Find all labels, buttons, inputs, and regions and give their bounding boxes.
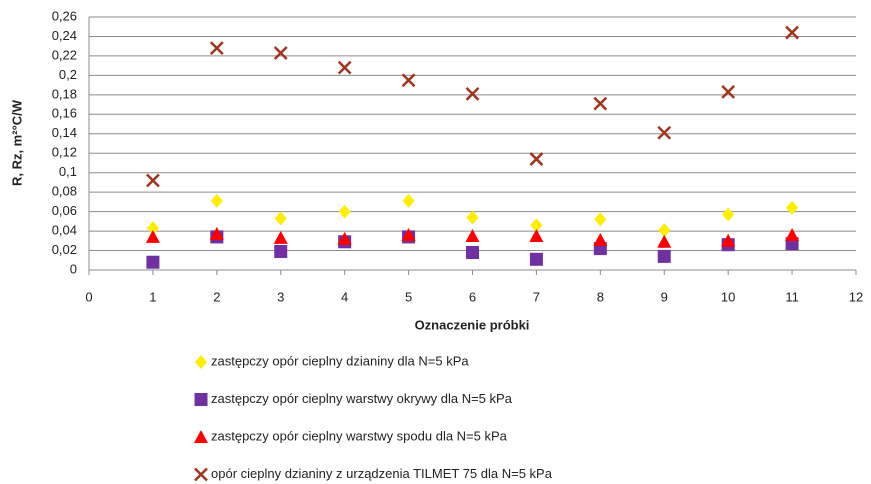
point [210,193,223,208]
point [465,86,480,101]
point [593,96,608,111]
x-tick-label: 10 [721,289,735,304]
point [721,233,736,247]
x-tick-label: 7 [533,289,540,304]
y-tick-label: 0,02 [52,242,77,257]
y-tick-label: 0,26 [52,8,77,23]
point [786,200,799,215]
point [209,226,224,240]
y-tick-label: 0,16 [52,106,77,121]
point [338,204,351,219]
y-tick-label: 0,18 [52,86,77,101]
x-axis-title: Oznaczenie próbki [415,317,530,332]
x-tick-label: 5 [405,289,412,304]
point [722,207,735,222]
point [273,230,288,244]
point [785,227,800,241]
y-tick-label: 0,04 [52,223,77,238]
y-tick-label: 0,06 [52,203,77,218]
legend-label: zastępczy opór cieplny dzianiny dla N=5 … [211,353,469,368]
legend-marker [194,430,208,443]
point [146,173,160,188]
point [209,41,224,56]
point [401,227,416,241]
point [402,193,415,208]
point [529,252,543,266]
y-tick-label: 0 [70,261,77,276]
legend-marker [195,355,207,369]
y-tick-label: 0,1 [59,164,77,179]
x-tick-label: 2 [213,289,220,304]
legend-label: zastępczy opór cieplny warstwy spodu dla… [211,428,508,443]
point [145,229,160,243]
x-tick-label: 9 [661,289,668,304]
point [529,228,544,242]
x-tick-label: 11 [785,289,799,304]
point [530,218,543,233]
point [274,245,288,259]
point [657,249,671,263]
point [146,221,159,236]
point [529,152,544,166]
legend-marker [194,393,208,406]
point [465,228,480,242]
x-tick-label: 8 [597,289,604,304]
x-tick-label: 4 [341,289,348,304]
x-tick-label: 0 [85,289,92,304]
point [785,25,799,40]
point [146,255,160,269]
point [721,85,736,99]
point [657,234,672,248]
y-tick-label: 0,12 [52,145,77,160]
point [273,46,288,60]
point [466,245,479,259]
x-tick-label: 1 [149,289,156,304]
point [401,73,416,88]
y-tick-label: 0,22 [52,47,77,62]
y-tick-label: 0,08 [52,184,77,199]
x-tick-label: 12 [849,289,863,304]
point [337,231,352,245]
x-tick-label: 3 [277,289,284,304]
y-tick-label: 0,2 [59,67,77,82]
point [593,232,608,246]
x-tick-label: 6 [469,289,476,304]
point [658,223,671,238]
point [337,60,352,75]
legend-marker [194,467,208,482]
legend-label: zastępczy opór cieplny warstwy okrywy dl… [211,391,513,406]
legend-label: opór cieplny dzianiny z urządzenia TILME… [211,466,553,481]
point [274,211,287,226]
point [466,210,479,225]
y-tick-label: 0,14 [52,125,77,140]
y-axis-title: R, Rz, m²°C/W [9,99,24,186]
y-tick-label: 0,24 [52,28,77,43]
point [657,125,672,140]
point [594,212,607,227]
